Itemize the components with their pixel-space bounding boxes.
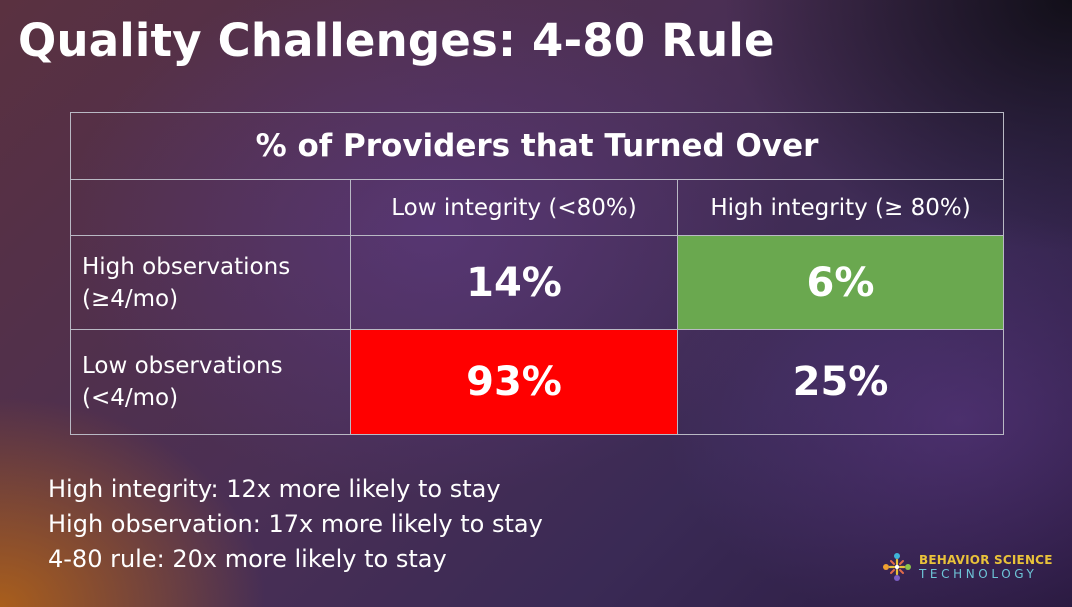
table-row: Low observations (<4/mo) 93% 25% bbox=[70, 329, 1005, 435]
table-heading: % of Providers that Turned Over bbox=[69, 112, 1005, 180]
row-label-line: Low observations bbox=[82, 353, 283, 379]
logo-line-1: BEHAVIOR SCIENCE bbox=[919, 553, 1053, 567]
column-header-low-integrity: Low integrity (<80%) bbox=[350, 179, 678, 236]
people-circle-logo-icon bbox=[883, 553, 911, 581]
company-logo: BEHAVIOR SCIENCE TECHNOLOGY bbox=[881, 549, 1053, 585]
logo-line-2: TECHNOLOGY bbox=[919, 567, 1038, 581]
value-high-obs-high-integrity: 6% bbox=[676, 235, 1005, 330]
row-label-line: (<4/mo) bbox=[82, 385, 179, 411]
row-label-low-observations: Low observations (<4/mo) bbox=[70, 329, 351, 435]
stat-line: High observation: 17x more likely to sta… bbox=[48, 510, 543, 538]
empty-corner-cell bbox=[70, 179, 351, 236]
value-low-obs-high-integrity: 25% bbox=[676, 329, 1005, 435]
column-header-high-integrity: High integrity (≥ 80%) bbox=[676, 179, 1005, 236]
stat-line: High integrity: 12x more likely to stay bbox=[48, 475, 501, 503]
stats-list: High integrity: 12x more likely to stay … bbox=[48, 472, 543, 577]
value-low-obs-low-integrity: 93% bbox=[350, 329, 678, 435]
stat-line: 4-80 rule: 20x more likely to stay bbox=[48, 545, 447, 573]
logo-text: BEHAVIOR SCIENCE TECHNOLOGY bbox=[919, 553, 1053, 581]
row-label-line: High observations bbox=[82, 253, 291, 280]
row-label-high-observations: High observations (≥4/mo) bbox=[70, 235, 351, 330]
turnover-table: % of Providers that Turned Over Low inte… bbox=[69, 112, 1005, 435]
table-row: High observations (≥4/mo) 14% 6% bbox=[70, 235, 1005, 330]
row-label-line: (≥4/mo) bbox=[82, 285, 179, 312]
page-title: Quality Challenges: 4-80 Rule bbox=[18, 14, 775, 67]
value-high-obs-low-integrity: 14% bbox=[350, 235, 678, 330]
